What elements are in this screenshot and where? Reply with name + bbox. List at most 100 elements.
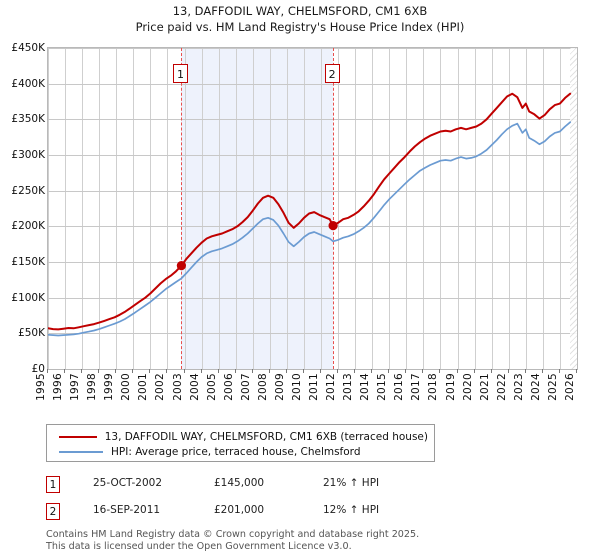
- x-axis-tickmark: [47, 369, 48, 373]
- legend-label-price-paid: 13, DAFFODIL WAY, CHELMSFORD, CM1 6XB (t…: [104, 430, 428, 443]
- chart-gridline-vertical: [304, 48, 305, 369]
- x-axis-tick-label: 2007: [239, 373, 252, 401]
- x-axis-tickmark: [474, 369, 475, 373]
- x-axis-tick-label: 2023: [512, 373, 525, 401]
- y-axis-tick-label: £150K: [11, 256, 45, 268]
- chart-gridline-vertical: [133, 48, 134, 369]
- x-axis-tickmark: [269, 369, 270, 373]
- x-axis-tick-label: 2010: [290, 373, 303, 401]
- chart-gridline-vertical: [458, 48, 459, 369]
- chart-gridline-vertical: [236, 48, 237, 369]
- event-number-box-1[interactable]: 1: [172, 64, 188, 83]
- chart-gridline-vertical: [202, 48, 203, 369]
- x-axis-tickmark: [149, 369, 150, 373]
- chart-gridline-horizontal: [48, 191, 577, 192]
- x-axis-tickmark: [320, 369, 321, 373]
- x-axis-tickmark: [576, 369, 577, 373]
- x-axis-tick-label: 2006: [222, 373, 235, 401]
- x-axis-tick-label: 2022: [495, 373, 508, 401]
- x-axis-tick-label: 1998: [86, 373, 99, 401]
- x-axis-tick-label: 2005: [205, 373, 218, 401]
- x-axis-tick-label: 2001: [137, 373, 150, 401]
- x-axis-tick-label: 2025: [546, 373, 559, 401]
- x-axis-tickmark: [388, 369, 389, 373]
- transaction-date-1: 25-OCT-2002: [93, 477, 162, 489]
- chart-gridline-vertical: [270, 48, 271, 369]
- x-axis-tick-label: 2016: [393, 373, 406, 401]
- x-axis-tick-label: 2008: [256, 373, 269, 401]
- transaction-hpi-delta-1: 21% ↑ HPI: [323, 477, 380, 489]
- x-axis-tick-label: 2000: [120, 373, 133, 401]
- chart-gridline-vertical: [65, 48, 66, 369]
- x-axis-tick-label: 1997: [69, 373, 82, 401]
- legend-item-price-paid: 13, DAFFODIL WAY, CHELMSFORD, CM1 6XB (t…: [53, 429, 428, 444]
- chart-gridline-vertical: [167, 48, 168, 369]
- page-title: 13, DAFFODIL WAY, CHELMSFORD, CM1 6XB: [172, 4, 428, 18]
- x-axis-tickmark: [98, 369, 99, 373]
- chart-gridline-vertical: [577, 48, 578, 369]
- transaction-badge-1: 1: [46, 476, 60, 493]
- x-axis-tick-label: 2021: [478, 373, 491, 401]
- event-number-box-2[interactable]: 2: [324, 64, 340, 83]
- x-axis-tick-label: 2013: [342, 373, 355, 401]
- x-axis-tickmark: [252, 369, 253, 373]
- future-region-hatch: [570, 48, 577, 369]
- chart-title-block: 13, DAFFODIL WAY, CHELMSFORD, CM1 6XB Pr…: [0, 3, 600, 35]
- chart-gridline-horizontal: [48, 155, 577, 156]
- y-axis-tick-label: £300K: [11, 149, 45, 161]
- legend-color-swatch-red: [59, 435, 97, 438]
- x-axis-tickmark: [559, 369, 560, 373]
- x-axis-tickmark: [132, 369, 133, 373]
- chart-gridline-vertical: [48, 48, 49, 369]
- x-axis-tick-label: 2014: [359, 373, 372, 401]
- chart-gridline-horizontal: [48, 298, 577, 299]
- transaction-price-2: £201,000: [214, 504, 265, 516]
- x-axis-tickmark: [184, 369, 185, 373]
- x-axis-tickmark: [439, 369, 440, 373]
- chart-gridline-horizontal: [48, 48, 577, 49]
- x-axis-tick-label: 1996: [52, 373, 65, 401]
- chart-gridline-vertical: [389, 48, 390, 369]
- x-axis-tick-label: 2009: [273, 373, 286, 401]
- chart-gridline-vertical: [150, 48, 151, 369]
- y-axis-tick-label: £100K: [11, 291, 45, 304]
- x-axis-tick-label: 2002: [154, 373, 167, 401]
- chart-gridline-vertical: [355, 48, 356, 369]
- transaction-badge-2: 2: [46, 503, 60, 520]
- x-axis-tickmark: [508, 369, 509, 373]
- chart-gridline-horizontal: [48, 333, 577, 334]
- chart-gridline-vertical: [338, 48, 339, 369]
- x-axis-tick-label: 2024: [529, 373, 542, 401]
- chart-gridline-vertical: [440, 48, 441, 369]
- event-vertical-line-1: [181, 48, 183, 369]
- x-axis-tick-label: 1999: [103, 373, 116, 401]
- chart-gridline-vertical: [219, 48, 220, 369]
- x-axis-tickmark: [286, 369, 287, 373]
- x-axis-tickmark: [525, 369, 526, 373]
- x-axis-tickmark: [218, 369, 219, 373]
- chart-gridline-vertical: [475, 48, 476, 369]
- x-axis-tick-label: 1995: [35, 373, 47, 401]
- x-axis-tick-label: 2012: [325, 373, 338, 401]
- chart-series-layer: [48, 92, 572, 337]
- chart-gridline-vertical: [99, 48, 100, 369]
- chart-gridline-vertical: [560, 48, 561, 369]
- transaction-hpi-delta-2: 12% ↑ HPI: [323, 504, 380, 516]
- transaction-date-2: 16-SEP-2011: [93, 504, 161, 516]
- chart-gridline-horizontal: [48, 226, 577, 227]
- sale-marker-2[interactable]: [328, 221, 338, 231]
- chart-line-series-1: [48, 121, 572, 337]
- chart-gridline-vertical: [423, 48, 424, 369]
- x-axis-tickmark: [422, 369, 423, 373]
- x-axis-tickmark: [303, 369, 304, 373]
- transaction-price-1: £145,000: [214, 477, 265, 489]
- x-axis-tick-label: 2020: [461, 373, 474, 401]
- x-axis-tick-label: 2026: [564, 373, 576, 401]
- x-axis-tick-label: 2011: [308, 373, 321, 401]
- y-axis-labels: £0 £50K £100K £150K £200K £250K £300K £350K £400…: [0, 42, 45, 375]
- chart-gridline-vertical: [287, 48, 288, 369]
- y-axis-tick-label: £0: [31, 363, 45, 375]
- sale-marker-1[interactable]: [176, 261, 186, 271]
- x-axis-tick-label: 2015: [376, 373, 389, 401]
- chart-gridline-vertical: [543, 48, 544, 369]
